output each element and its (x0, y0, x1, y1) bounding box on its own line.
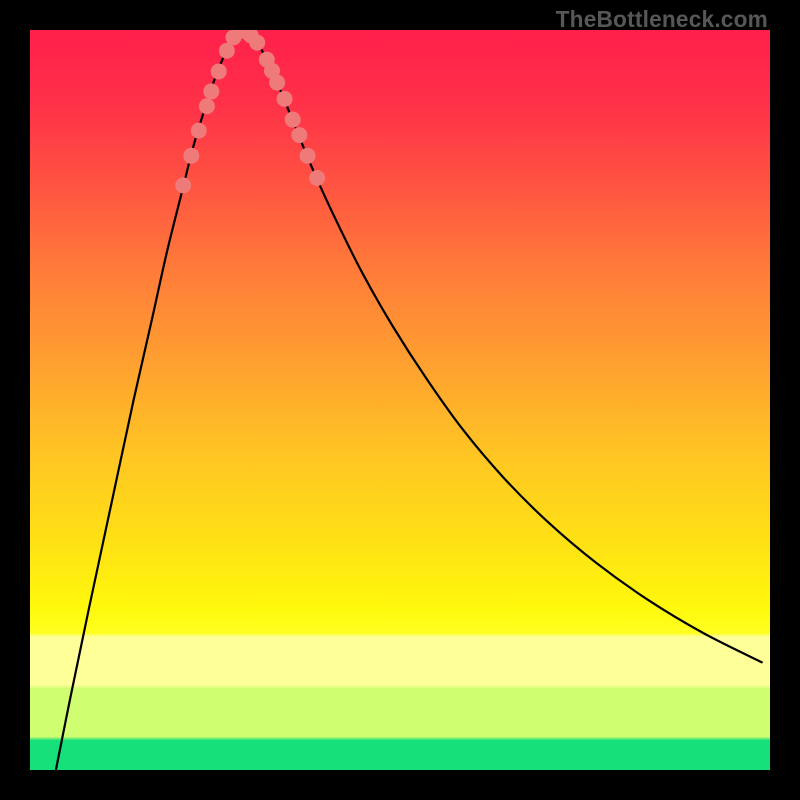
marker-dot (300, 148, 316, 164)
marker-dot (249, 35, 265, 51)
marker-dot (183, 148, 199, 164)
bottleneck-curve (56, 30, 763, 770)
marker-dot (269, 75, 285, 91)
marker-dot (285, 112, 301, 128)
marker-dot (211, 63, 227, 79)
curve-layer (30, 30, 770, 770)
marker-dot (277, 91, 293, 107)
outer-frame: TheBottleneck.com (0, 0, 800, 800)
marker-dot (309, 170, 325, 186)
marker-dot (199, 98, 215, 114)
plot-area (30, 30, 770, 770)
watermark-text: TheBottleneck.com (556, 6, 768, 33)
marker-dot (203, 83, 219, 99)
marker-dot (191, 123, 207, 139)
marker-dot (291, 127, 307, 143)
curve-markers (175, 30, 325, 193)
marker-dot (175, 177, 191, 193)
